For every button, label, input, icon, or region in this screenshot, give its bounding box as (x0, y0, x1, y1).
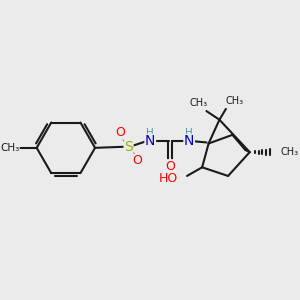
Text: N: N (145, 134, 155, 148)
Text: N: N (184, 134, 194, 148)
Text: HO: HO (159, 172, 178, 184)
Text: O: O (115, 126, 125, 139)
Text: O: O (165, 160, 175, 173)
Text: CH₃: CH₃ (0, 143, 19, 153)
Text: H: H (146, 128, 154, 138)
Text: H: H (185, 128, 193, 138)
Text: O: O (132, 154, 142, 167)
Text: CH₃: CH₃ (280, 147, 298, 157)
Text: CH₃: CH₃ (190, 98, 208, 109)
Text: CH₃: CH₃ (226, 96, 244, 106)
Text: S: S (124, 140, 133, 154)
